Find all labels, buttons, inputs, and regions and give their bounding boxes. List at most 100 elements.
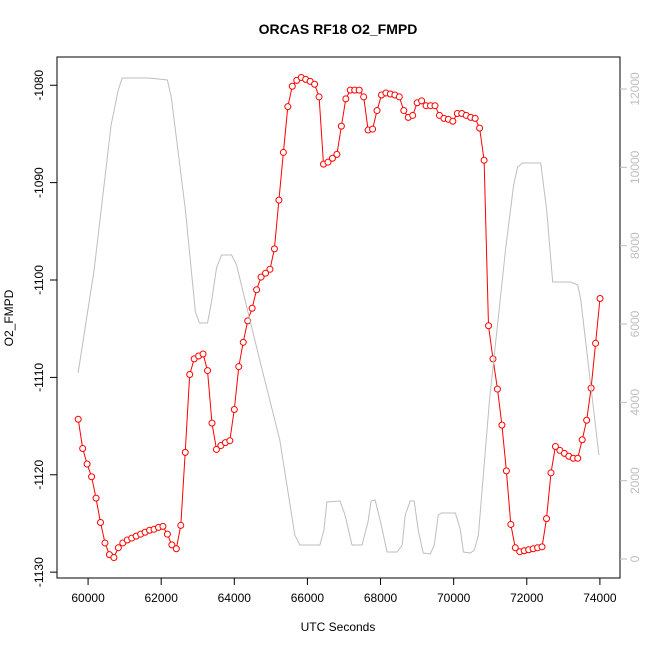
point bbox=[163, 530, 171, 538]
point bbox=[110, 554, 118, 562]
point bbox=[502, 467, 510, 475]
y-tick-label: -1120 bbox=[32, 460, 46, 490]
point bbox=[311, 80, 319, 88]
point bbox=[101, 539, 109, 547]
point bbox=[592, 339, 600, 347]
point bbox=[493, 385, 501, 393]
point bbox=[409, 111, 417, 119]
point bbox=[275, 196, 283, 204]
point bbox=[489, 355, 497, 363]
point bbox=[248, 304, 256, 312]
point bbox=[480, 156, 488, 164]
point bbox=[266, 265, 274, 273]
x-tick-label: 74000 bbox=[583, 591, 617, 605]
series-line bbox=[77, 77, 600, 555]
point bbox=[547, 469, 555, 477]
point bbox=[574, 454, 582, 462]
point bbox=[257, 273, 265, 281]
point bbox=[239, 338, 247, 346]
point bbox=[168, 541, 176, 549]
point bbox=[92, 494, 100, 502]
x-tick-label: 62000 bbox=[145, 591, 179, 605]
point bbox=[79, 444, 87, 452]
point bbox=[97, 518, 105, 526]
y-tick-label: -1100 bbox=[32, 265, 46, 295]
point bbox=[543, 515, 551, 523]
series-line bbox=[77, 76, 601, 559]
point bbox=[578, 436, 586, 444]
x-tick-label: 70000 bbox=[437, 591, 471, 605]
x-tick-label: 66000 bbox=[291, 591, 325, 605]
point bbox=[226, 437, 234, 445]
point bbox=[373, 107, 381, 115]
point bbox=[551, 443, 559, 451]
point bbox=[235, 363, 243, 371]
point bbox=[181, 448, 189, 456]
point bbox=[418, 97, 426, 105]
point bbox=[88, 473, 96, 481]
x-tick-label: 72000 bbox=[510, 591, 544, 605]
point bbox=[507, 520, 515, 528]
point bbox=[262, 269, 270, 277]
point bbox=[360, 93, 368, 101]
y-tick-label: -1130 bbox=[32, 557, 46, 587]
x-tick-label: 64000 bbox=[218, 591, 252, 605]
point bbox=[74, 415, 82, 423]
y-tick-label: -1080 bbox=[32, 70, 46, 101]
point bbox=[369, 125, 377, 133]
point bbox=[212, 445, 220, 453]
y2-tick-label: 6000 bbox=[628, 310, 642, 337]
y2-tick-label: 10000 bbox=[628, 150, 642, 184]
point bbox=[400, 107, 408, 115]
point bbox=[172, 545, 180, 553]
x-axis-label: UTC Seconds bbox=[301, 620, 376, 634]
point bbox=[337, 122, 345, 130]
point bbox=[355, 86, 363, 94]
point bbox=[324, 158, 332, 166]
y-tick-label: -1110 bbox=[32, 363, 46, 392]
y2-tick-label: 12000 bbox=[628, 72, 642, 106]
point bbox=[186, 370, 194, 378]
point bbox=[204, 367, 212, 375]
point bbox=[159, 522, 167, 530]
point bbox=[230, 406, 238, 414]
point bbox=[284, 103, 292, 111]
point bbox=[288, 82, 296, 90]
point bbox=[342, 95, 350, 103]
point bbox=[583, 416, 591, 424]
point bbox=[485, 322, 493, 330]
point bbox=[315, 93, 323, 101]
point bbox=[538, 543, 546, 551]
x-tick-label: 60000 bbox=[71, 591, 105, 605]
point bbox=[395, 93, 403, 101]
y2-tick-label: 0 bbox=[628, 555, 642, 562]
point bbox=[511, 544, 519, 552]
point bbox=[596, 295, 604, 303]
point bbox=[270, 245, 278, 253]
point bbox=[431, 102, 439, 110]
y2-tick-label: 8000 bbox=[628, 232, 642, 259]
x-tick-label: 68000 bbox=[364, 591, 398, 605]
point bbox=[498, 421, 506, 429]
y-tick-label: -1090 bbox=[32, 167, 46, 198]
point bbox=[199, 350, 207, 358]
point bbox=[333, 150, 341, 158]
point bbox=[449, 117, 457, 125]
y2-tick-label: 4000 bbox=[628, 389, 642, 416]
plot-box bbox=[56, 56, 621, 579]
point bbox=[114, 544, 122, 552]
point bbox=[279, 148, 287, 156]
point bbox=[471, 114, 479, 122]
point bbox=[253, 286, 261, 294]
point bbox=[208, 419, 216, 427]
point bbox=[83, 460, 91, 468]
point bbox=[177, 521, 185, 529]
point bbox=[328, 154, 336, 162]
chart-title: ORCAS RF18 O2_FMPD bbox=[259, 21, 418, 37]
y2-tick-label: 2000 bbox=[628, 467, 642, 494]
y-axis-label: O2_FMPD bbox=[2, 289, 16, 346]
point bbox=[244, 317, 252, 325]
point bbox=[476, 124, 484, 132]
